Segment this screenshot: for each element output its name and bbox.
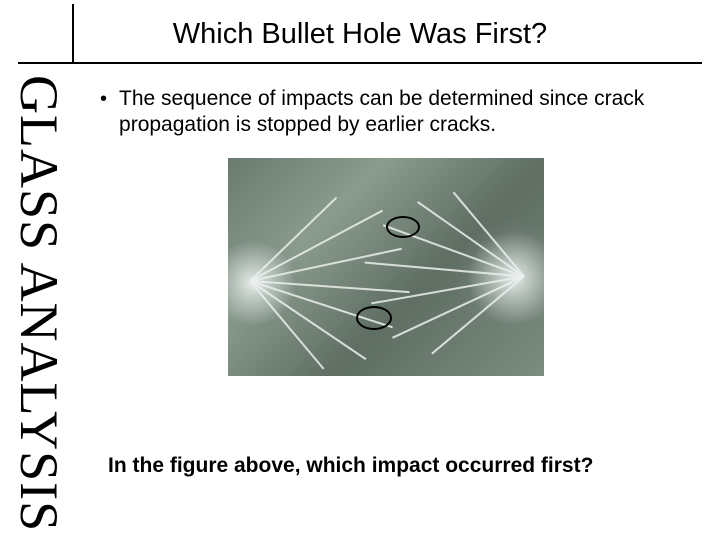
bullet-marker-icon: • xyxy=(100,86,107,112)
vertical-section-label: GLASS ANALYSIS xyxy=(8,75,70,532)
content-area: • The sequence of impacts can be determi… xyxy=(100,86,700,138)
glass-fracture-figure xyxy=(228,158,544,376)
annotation-oval xyxy=(356,306,392,330)
bullet-item: • The sequence of impacts can be determi… xyxy=(100,86,700,138)
slide-title: Which Bullet Hole Was First? xyxy=(0,18,720,51)
bullet-text: The sequence of impacts can be determine… xyxy=(119,86,700,138)
question-text: In the figure above, which impact occurr… xyxy=(108,454,593,478)
title-underline xyxy=(18,62,702,64)
annotation-oval xyxy=(386,216,420,238)
vertical-divider xyxy=(72,4,74,62)
